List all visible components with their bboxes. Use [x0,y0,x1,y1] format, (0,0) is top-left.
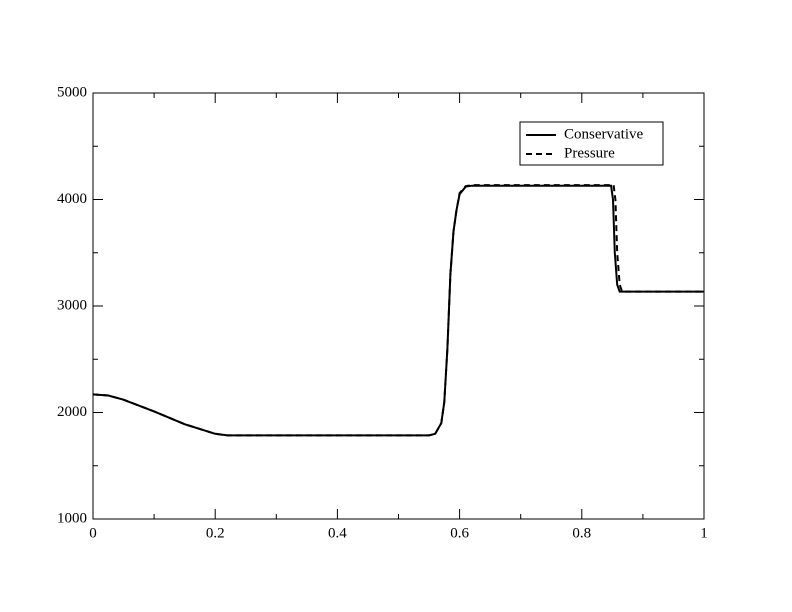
series-line [92,184,704,437]
legend-label: Conservative [564,126,643,142]
y-tick-label: 1000 [57,510,87,526]
y-tick-label: 3000 [57,297,87,313]
legend-box [519,121,664,166]
x-tick-label: 0.4 [328,525,347,541]
legend-label: Pressure [564,145,615,161]
y-tick-label: 2000 [57,404,87,420]
y-tick-label: 5000 [57,84,87,100]
x-tick-label: 0.2 [206,525,225,541]
y-tick-label: 4000 [57,191,87,207]
series-line [92,184,704,437]
x-tick-label: 0.6 [450,525,469,541]
x-tick-label: 1 [700,525,708,541]
x-tick-label: 0.8 [572,525,591,541]
x-tick-label: 0 [89,525,97,541]
